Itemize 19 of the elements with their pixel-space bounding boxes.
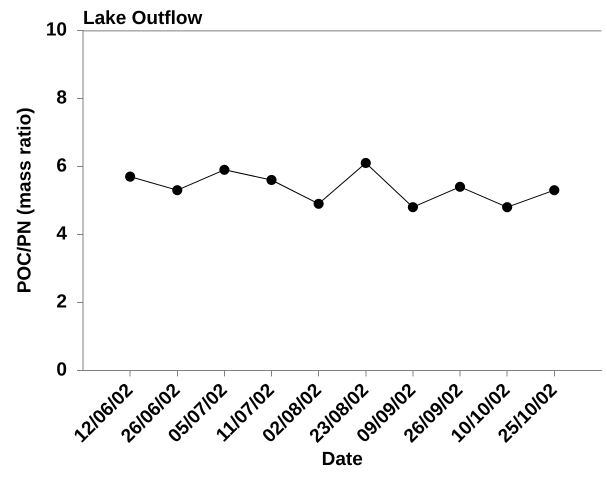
point: [314, 198, 324, 209]
point: [502, 202, 512, 212]
y-tick-label: 4: [56, 224, 68, 245]
point: [219, 164, 230, 175]
chart-title: Lake Outflow: [83, 8, 203, 30]
point: [408, 202, 418, 212]
y-tick-label: 10: [46, 20, 67, 41]
y-tick-label: 2: [56, 292, 67, 313]
point: [266, 174, 277, 186]
y-axis-title: POC/PN (mass ratio): [14, 107, 36, 294]
point: [172, 185, 182, 196]
point: [549, 185, 560, 196]
x-axis-title: Date: [322, 448, 363, 470]
point: [360, 158, 371, 168]
y-tick-label: 0: [56, 360, 67, 381]
y-tick-label: 8: [56, 88, 67, 109]
point: [125, 172, 136, 182]
point: [454, 182, 466, 192]
y-tick-label: 6: [56, 156, 67, 177]
